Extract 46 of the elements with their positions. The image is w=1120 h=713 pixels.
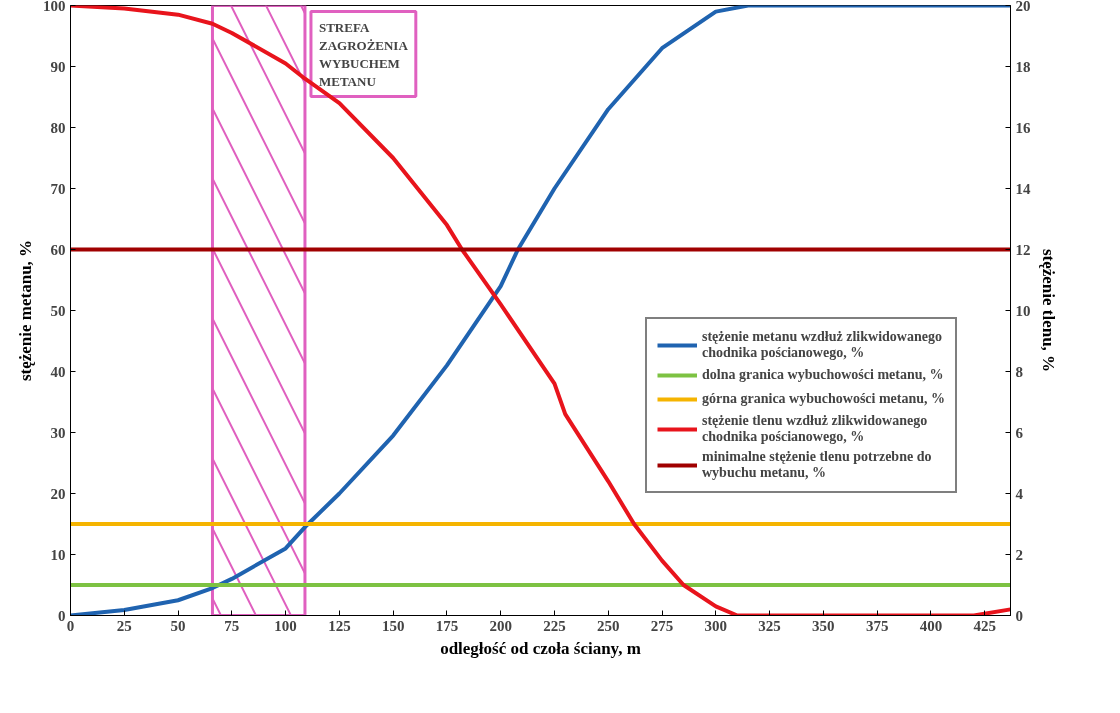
y2-tick-label: 20	[1015, 0, 1031, 14]
line-series	[70, 5, 1011, 616]
y-tick-label: 30	[50, 424, 66, 441]
y-tick-label: 20	[50, 485, 66, 502]
legend-label: górna granica wybuchowości metanu, %	[702, 390, 946, 408]
legend-label: minimalne stężenie tlenu potrzebne do wybuchu metanu, %	[702, 449, 932, 481]
x-tick-label: 275	[650, 617, 674, 634]
x-tick-label: 375	[865, 617, 889, 634]
x-tick-label: 225	[543, 617, 566, 634]
y-tick-label: 10	[50, 546, 66, 563]
y2-tick-label: 2	[1015, 546, 1023, 563]
y-tick-label: 70	[50, 180, 66, 197]
y2-tick-label: 4	[1015, 485, 1024, 502]
y-tick-label: 100	[43, 0, 66, 14]
x-tick-label: 100	[274, 617, 297, 634]
y2-tick-label: 18	[1015, 58, 1031, 75]
x-tick-label: 175	[435, 617, 459, 634]
y-axis-title: stężenie metanu, %	[16, 239, 35, 382]
x-tick-label: 150	[381, 617, 405, 634]
y-tick-label: 60	[50, 241, 66, 258]
y-tick-label: 40	[50, 363, 66, 380]
y2-tick-label: 16	[1015, 119, 1031, 136]
x-tick-label: 300	[704, 617, 728, 634]
x-axis-title: odległość od czoła ściany, m	[440, 638, 641, 658]
x-tick-label: 250	[597, 617, 620, 634]
x-tick-label: 325	[758, 617, 781, 634]
y2-tick-label: 12	[1015, 241, 1031, 258]
x-tick-label: 50	[170, 617, 186, 634]
x-tick-label: 350	[812, 617, 835, 634]
band-label: STREFA ZAGROŻENIA WYBUCHEM METANU	[318, 19, 409, 89]
y2-tick-label: 10	[1015, 302, 1031, 319]
x-tick-label: 200	[489, 617, 512, 634]
x-tick-label: 125	[328, 617, 351, 634]
x-tick-label: 425	[973, 617, 996, 634]
y2-tick-label: 6	[1015, 424, 1024, 441]
x-tick-label: 75	[224, 617, 240, 634]
y2-tick-label: 14	[1015, 180, 1031, 197]
y2-tick-label: 8	[1015, 363, 1023, 380]
x-tick-label: 400	[919, 617, 943, 634]
y-tick-label: 80	[50, 119, 66, 136]
legend-label: dolna granica wybuchowości metanu, %	[702, 366, 944, 384]
y-tick-label: 50	[50, 302, 66, 319]
x-tick-label: 25	[116, 617, 132, 634]
y2-axis-title: stężenie tlenu, %	[1038, 248, 1058, 373]
y-tick-label: 90	[50, 58, 66, 75]
legend-label: stężenie metanu wzdłuż zlikwidowanego chodnika pościanowego, %	[702, 329, 942, 361]
